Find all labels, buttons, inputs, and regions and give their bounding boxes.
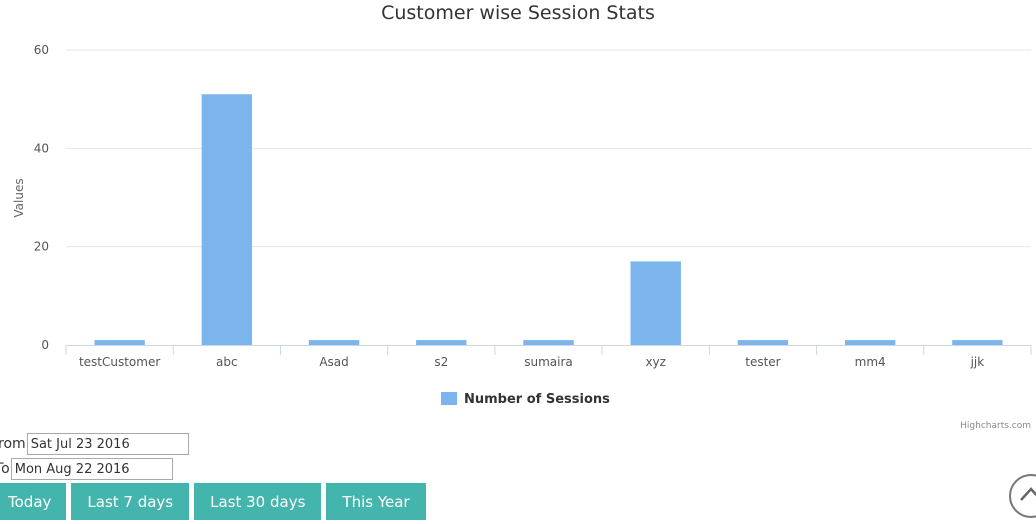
to-date-row: To bbox=[0, 458, 173, 480]
y-tick-label: 20 bbox=[34, 240, 49, 254]
x-tick-label: abc bbox=[216, 355, 238, 369]
x-tick-label: s2 bbox=[434, 355, 448, 369]
chart-title: Customer wise Session Stats bbox=[381, 2, 655, 24]
scroll-to-top-button[interactable] bbox=[1009, 474, 1036, 518]
bar-Asad[interactable] bbox=[308, 340, 360, 345]
this-year-button[interactable]: This Year bbox=[326, 483, 426, 520]
bar-jjk[interactable] bbox=[952, 340, 1003, 345]
legend-label[interactable]: Number of Sessions bbox=[464, 392, 610, 407]
x-tick-label: mm4 bbox=[855, 355, 886, 369]
x-tick-label: tester bbox=[745, 355, 780, 369]
legend-swatch[interactable] bbox=[441, 392, 457, 405]
last-7-days-button[interactable]: Last 7 days bbox=[71, 483, 190, 520]
bar-xyz[interactable] bbox=[630, 261, 681, 345]
last-30-days-button[interactable]: Last 30 days bbox=[194, 483, 322, 520]
from-date-input[interactable] bbox=[26, 433, 189, 455]
y-tick-label: 0 bbox=[41, 338, 49, 352]
legend[interactable]: Number of Sessions bbox=[441, 392, 610, 407]
x-tick-label: testCustomer bbox=[79, 355, 160, 369]
x-axis: testCustomer abc Asad s2 sumaira xyz tester mm4… bbox=[65, 345, 1032, 369]
x-tick-label: jjk bbox=[970, 355, 985, 369]
chevron-up-icon bbox=[1020, 487, 1036, 501]
x-tick-label: Asad bbox=[319, 355, 348, 369]
from-label: From bbox=[0, 436, 26, 452]
bar-testCustomer[interactable] bbox=[94, 340, 145, 345]
today-button[interactable]: Today bbox=[0, 483, 67, 520]
y-tick-label: 40 bbox=[34, 141, 49, 155]
bars bbox=[94, 94, 1003, 345]
y-axis-ticks: 0 20 40 60 bbox=[34, 43, 49, 352]
bar-tester[interactable] bbox=[737, 340, 789, 345]
x-tick-label: xyz bbox=[645, 355, 666, 369]
bar-sumaira[interactable] bbox=[523, 340, 574, 345]
from-date-row: From bbox=[0, 433, 189, 455]
y-axis-title: Values bbox=[12, 178, 26, 217]
session-bar-chart: Customer wise Session Stats 0 20 40 60 Valu… bbox=[12, 2, 1032, 431]
to-date-input[interactable] bbox=[10, 458, 173, 480]
bar-s2[interactable] bbox=[416, 340, 467, 345]
bar-abc[interactable] bbox=[201, 94, 253, 345]
bar-mm4[interactable] bbox=[844, 340, 896, 345]
x-tick-label: sumaira bbox=[524, 355, 573, 369]
y-tick-label: 60 bbox=[34, 43, 49, 57]
highcharts-credit[interactable]: Highcharts.com bbox=[960, 421, 1031, 431]
date-range-buttons: Today Last 7 days Last 30 days This Year bbox=[0, 483, 426, 520]
to-label: To bbox=[0, 461, 10, 477]
